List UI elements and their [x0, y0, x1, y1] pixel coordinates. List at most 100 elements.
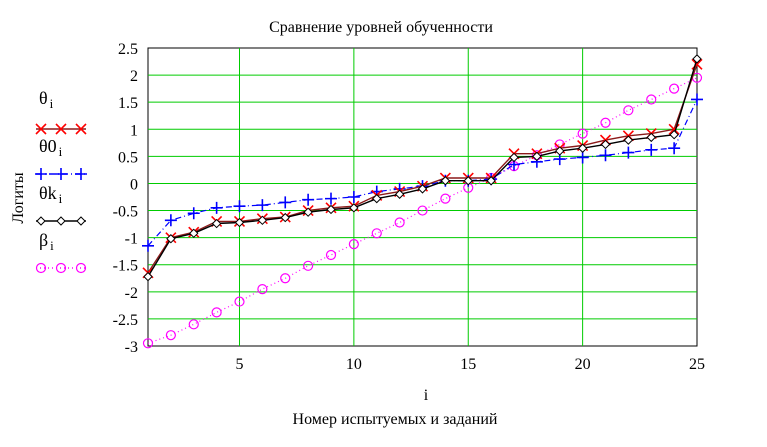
data-point: [576, 151, 589, 164]
data-point: [600, 117, 611, 128]
series-line: [147, 77, 698, 344]
data-point: [577, 143, 588, 153]
legend: θ i θ0 i θk i β i: [35, 88, 87, 274]
data-point: [188, 319, 199, 330]
data-point: [166, 234, 176, 244]
legend-sample-marker: [35, 262, 47, 274]
legend-label-subscript: i: [50, 96, 54, 111]
y-tick-label: -0.5: [113, 204, 138, 221]
data-point: [669, 83, 680, 94]
y-tick-label: 1: [130, 122, 138, 139]
data-point: [142, 338, 154, 349]
data-point: [233, 200, 246, 213]
data-point: [394, 189, 405, 199]
data-point: [210, 201, 223, 214]
legend-sample-marker: [75, 168, 87, 180]
legend-label-subscript: i: [50, 238, 54, 253]
data-point: [532, 151, 542, 162]
data-point: [371, 228, 382, 239]
data-point: [164, 214, 177, 227]
data-point: [302, 193, 315, 206]
data-point: [394, 217, 405, 228]
data-point: [347, 191, 360, 203]
data-point: [692, 54, 702, 64]
data-point: [280, 212, 290, 223]
x-axis-label: Номер испытуемых и заданий: [293, 411, 498, 428]
data-point: [257, 215, 268, 226]
y-tick-label: -1: [125, 231, 138, 248]
data-point: [349, 203, 359, 213]
data-point: [279, 196, 292, 209]
y-tick-label: 2.5: [118, 41, 138, 58]
data-point: [668, 142, 681, 155]
data-point: [622, 146, 635, 159]
data-point: [646, 132, 656, 143]
y-tick-label: 0: [130, 176, 138, 193]
data-point: [348, 239, 359, 250]
legend-sample-marker: [35, 168, 47, 180]
data-point: [234, 296, 245, 307]
data-point: [623, 135, 634, 145]
data-point: [372, 193, 382, 204]
y-tick-label: -1.5: [113, 258, 138, 275]
data-point: [600, 139, 611, 150]
legend-sample-marker: [75, 123, 87, 135]
x-tick-label: 15: [460, 356, 476, 373]
legend-sample-marker: [76, 216, 86, 226]
data-point: [234, 217, 245, 228]
series-layer: [142, 54, 703, 349]
legend-sample-marker: [75, 262, 87, 274]
data-point: [440, 193, 451, 204]
plot-frame: [147, 47, 698, 347]
legend-sample-marker: [55, 168, 67, 180]
y-tick-label: -2: [125, 285, 138, 302]
data-point: [555, 146, 565, 156]
legend-sample-marker: [55, 123, 67, 135]
data-point: [143, 271, 153, 282]
data-point: [599, 149, 612, 162]
data-point: [303, 207, 313, 217]
y-tick-label: 0.5: [118, 149, 138, 166]
data-point: [303, 260, 314, 271]
data-point: [691, 93, 703, 106]
data-point: [577, 128, 588, 139]
x-tick-label: 10: [346, 356, 362, 373]
legend-label: θ0 i: [39, 136, 63, 159]
legend-label-subscript: i: [59, 144, 63, 159]
legend-sample-marker: [56, 216, 66, 226]
data-point: [486, 176, 496, 186]
x-tick-label: 5: [236, 356, 244, 373]
data-point: [142, 239, 154, 252]
x-axis-symbol: i: [424, 387, 429, 404]
data-point: [440, 176, 451, 186]
data-point: [509, 152, 519, 163]
y-tick-label: -2.5: [113, 312, 138, 329]
data-point: [280, 273, 291, 284]
data-point: [646, 94, 657, 105]
x-tick-labels: 5 10 15 20 25: [236, 356, 706, 373]
data-point: [211, 307, 222, 318]
y-axis-label: Логиты: [10, 172, 27, 224]
data-point: [417, 184, 428, 194]
data-point: [325, 249, 337, 261]
legend-sample-marker: [55, 262, 67, 274]
data-point: [645, 143, 658, 156]
plot-area: [147, 47, 698, 347]
legend-sample-marker: [36, 216, 46, 226]
data-point: [189, 228, 199, 239]
y-tick-labels: 2.5 2 1.5 1 0.5 0 -0.5 -1 -1.5 -2 -2.5 -3: [113, 41, 138, 356]
data-point: [211, 218, 222, 229]
y-tick-label: 2: [130, 68, 138, 85]
legend-sample-marker: [35, 123, 47, 135]
data-point: [417, 205, 428, 216]
x-tick-label: 20: [575, 356, 591, 373]
data-point: [256, 199, 269, 212]
data-point: [326, 204, 336, 215]
legend-label-subscript: i: [59, 191, 63, 206]
data-point: [187, 207, 200, 220]
data-point: [463, 176, 473, 186]
data-point: [669, 129, 679, 140]
data-point: [623, 105, 634, 116]
